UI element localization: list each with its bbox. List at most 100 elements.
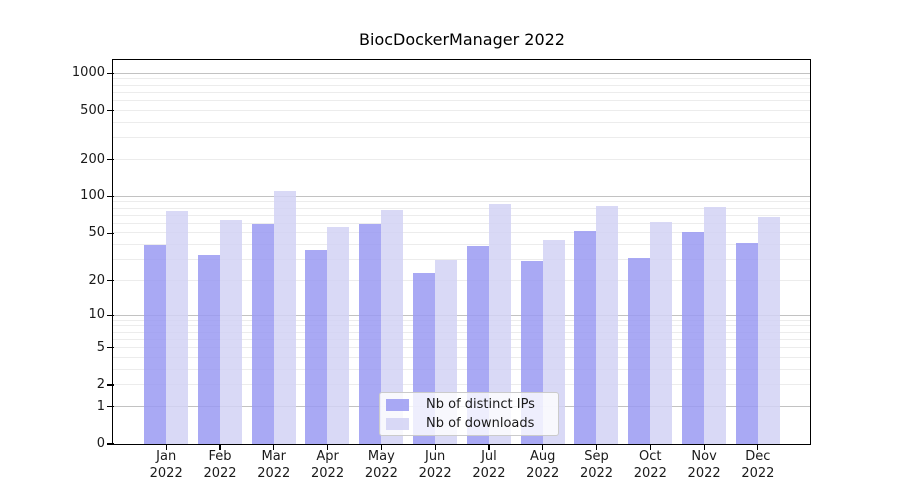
x-tick-mark	[595, 445, 598, 450]
legend-swatch-distinct-ips	[386, 398, 409, 411]
x-tick-month: Oct	[639, 449, 662, 464]
x-tick-mark	[273, 445, 275, 450]
gridline-y-900	[113, 78, 811, 80]
gridline-y-9	[113, 319, 811, 321]
x-tick-year: 2022	[257, 465, 291, 481]
x-tick-month: Sep	[584, 449, 609, 464]
gridline-y-400	[113, 121, 811, 123]
x-tick-month: Jan	[156, 449, 177, 464]
gridline-y-800	[113, 84, 811, 86]
gridline-y-1000	[113, 72, 811, 74]
bar-distinct-ips-sep-2022	[574, 230, 597, 444]
gridline-y-100	[113, 195, 811, 197]
y-tick-label-1000: 1000	[71, 65, 105, 81]
y-tick-label-500: 500	[80, 102, 105, 118]
x-tick-year: 2022	[741, 465, 775, 481]
legend-label-downloads: Nb of downloads	[426, 416, 535, 431]
x-tick-label-jun: Jun 2022	[405, 449, 465, 482]
x-tick-year: 2022	[633, 465, 667, 481]
x-tick-label-oct: Oct 2022	[620, 449, 680, 482]
legend-swatch-downloads	[386, 417, 409, 430]
x-tick-label-dec: Dec 2022	[728, 449, 788, 482]
gridline-y-30	[113, 259, 811, 261]
legend: Nb of distinct IPs Nb of downloads	[379, 392, 559, 436]
bar-downloads-feb-2022	[219, 219, 242, 444]
chart-title: BiocDockerManager 2022	[359, 30, 565, 49]
gridline-y-3	[113, 368, 811, 370]
plot-area	[112, 58, 812, 445]
y-tick-label-50: 50	[88, 225, 105, 241]
y-tick-mark	[107, 443, 114, 445]
grid-layer	[113, 60, 811, 444]
x-tick-month: Dec	[745, 449, 771, 464]
y-tick-mark	[107, 232, 114, 234]
x-tick-label-jan: Jan 2022	[136, 449, 196, 482]
y-tick-label-100: 100	[80, 188, 105, 204]
gridline-y-500	[113, 109, 811, 111]
x-tick-mark	[380, 445, 382, 450]
bar-downloads-nov-2022	[703, 206, 726, 444]
bars-layer	[113, 60, 810, 444]
x-tick-label-mar: Mar 2022	[244, 449, 304, 482]
gridline-y-200	[113, 158, 811, 160]
x-tick-mark	[488, 445, 490, 450]
bar-downloads-jul-2022	[488, 203, 511, 444]
bar-distinct-ips-dec-2022	[735, 243, 758, 444]
y-tick-mark	[107, 314, 114, 316]
x-tick-month: Aug	[530, 449, 556, 464]
x-tick-month: May	[367, 449, 395, 464]
y-tick-mark	[107, 195, 114, 198]
bar-distinct-ips-oct-2022	[628, 257, 651, 444]
x-tick-label-feb: Feb 2022	[190, 449, 250, 482]
x-tick-year: 2022	[203, 465, 237, 481]
y-tick-mark	[107, 158, 114, 161]
gridline-y-70	[113, 214, 811, 216]
bar-distinct-ips-feb-2022	[197, 254, 220, 444]
legend-label-distinct-ips: Nb of distinct IPs	[426, 397, 535, 412]
x-tick-year: 2022	[311, 465, 345, 481]
x-tick-month: Feb	[208, 449, 232, 464]
x-tick-mark	[542, 445, 544, 450]
x-tick-label-sep: Sep 2022	[567, 449, 627, 482]
x-tick-month: Mar	[261, 449, 287, 464]
x-tick-mark	[649, 445, 651, 450]
legend-row-downloads: Nb of downloads	[386, 414, 550, 433]
y-tick-label-2: 2	[96, 377, 105, 393]
bar-distinct-ips-jan-2022	[143, 244, 166, 444]
x-tick-year: 2022	[364, 465, 398, 481]
gridline-y-6	[113, 338, 811, 340]
bar-downloads-oct-2022	[650, 222, 673, 444]
bar-downloads-mar-2022	[273, 191, 296, 444]
legend-row-distinct-ips: Nb of distinct IPs	[386, 395, 550, 414]
y-tick-label-0: 0	[96, 436, 105, 451]
y-tick-mark	[107, 72, 114, 75]
x-tick-mark	[434, 445, 436, 450]
y-tick-label-5: 5	[96, 339, 105, 355]
y-tick-mark	[107, 109, 114, 112]
gridline-y-700	[113, 91, 811, 93]
x-tick-year: 2022	[687, 465, 721, 481]
x-tick-mark	[757, 445, 759, 450]
x-tick-year: 2022	[149, 465, 183, 481]
x-tick-month: Nov	[691, 449, 717, 464]
x-tick-label-jul: Jul 2022	[459, 449, 519, 482]
x-tick-mark	[219, 445, 221, 450]
gridline-y-300	[113, 137, 811, 139]
x-tick-month: Jun	[424, 449, 446, 464]
x-tick-label-aug: Aug 2022	[513, 449, 573, 482]
gridline-y-600	[113, 100, 811, 102]
y-tick-mark	[107, 280, 114, 282]
y-tick-label-20: 20	[88, 272, 105, 288]
y-tick-mark	[107, 384, 114, 386]
x-tick-mark	[326, 445, 329, 450]
bar-downloads-dec-2022	[757, 217, 780, 444]
y-tick-label-1: 1	[96, 398, 105, 414]
bar-distinct-ips-apr-2022	[305, 250, 328, 444]
x-tick-month: Jul	[481, 449, 497, 464]
bar-downloads-sep-2022	[596, 205, 619, 444]
x-tick-label-nov: Nov 2022	[674, 449, 734, 482]
bar-distinct-ips-mar-2022	[251, 224, 274, 444]
gridline-y-50	[113, 232, 811, 234]
x-tick-year: 2022	[579, 465, 614, 481]
